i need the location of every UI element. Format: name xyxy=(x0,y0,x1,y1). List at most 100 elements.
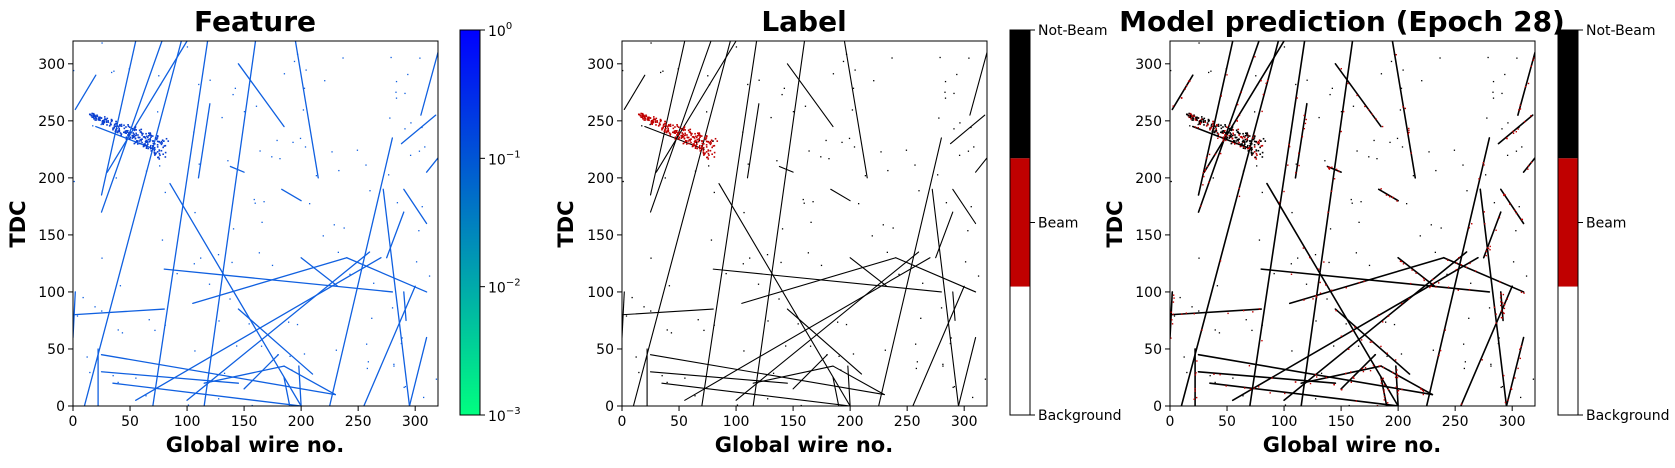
beam-pixel xyxy=(1500,316,1503,319)
noise-pixel xyxy=(920,317,922,319)
cluster-pixel xyxy=(132,135,134,138)
noise-pixel xyxy=(1212,177,1214,179)
beam-pixel xyxy=(1520,291,1523,294)
cluster-pixel xyxy=(102,123,105,126)
track-line xyxy=(1425,137,1491,406)
cluster-pixel xyxy=(698,146,701,149)
cluster-pixel xyxy=(92,112,95,115)
track-line xyxy=(203,41,257,406)
beam-pixel xyxy=(1500,310,1503,312)
cluster-pixel xyxy=(1211,130,1214,133)
beam-pixel xyxy=(1536,157,1537,158)
cluster-pixel xyxy=(1253,144,1256,146)
beam-pixel xyxy=(1523,292,1525,294)
cluster-pixel xyxy=(160,143,163,146)
cluster-pixel xyxy=(681,135,683,138)
cluster-pixel xyxy=(150,150,153,152)
cluster-pixel xyxy=(659,118,662,121)
cluster-pixel xyxy=(647,116,649,119)
beam-pixel xyxy=(1499,297,1502,299)
noise-pixel xyxy=(76,315,79,317)
cluster-pixel xyxy=(107,121,109,123)
cluster-pixel xyxy=(1220,127,1223,130)
cluster-pixel xyxy=(1231,126,1234,128)
noise-pixel xyxy=(135,377,137,379)
noise-pixel xyxy=(335,349,337,351)
beam-pixel xyxy=(1493,306,1496,309)
beam-pixel xyxy=(1447,286,1450,288)
noise-pixel xyxy=(421,126,423,129)
log-colorbar xyxy=(459,29,481,416)
noise-pixel xyxy=(1306,79,1308,81)
beam-pixel xyxy=(1530,65,1532,67)
beam-pixel xyxy=(1236,103,1239,106)
noise-pixel xyxy=(705,111,708,113)
beam-pixel xyxy=(1432,278,1434,281)
cluster-pixel xyxy=(1205,125,1208,127)
cluster-pixel xyxy=(705,146,708,148)
cluster-pixel xyxy=(702,149,705,152)
beam-pixel xyxy=(1304,122,1307,125)
cluster-pixel xyxy=(693,144,696,147)
cluster-pixel xyxy=(681,132,684,134)
beam-pixel xyxy=(1519,108,1522,110)
track-line xyxy=(649,41,686,196)
beam-pixel xyxy=(1486,247,1489,249)
cluster-pixel xyxy=(643,117,646,119)
noise-pixel xyxy=(1245,319,1247,321)
y-tick-label: 100 xyxy=(1135,285,1162,301)
cluster-pixel xyxy=(160,149,163,152)
beam-pixel xyxy=(1394,359,1397,361)
noise-pixel xyxy=(891,57,893,59)
beam-pixel xyxy=(1352,376,1354,378)
track-line xyxy=(300,257,339,287)
noise-pixel xyxy=(371,317,373,319)
cluster-pixel xyxy=(158,141,160,143)
beam-pixel xyxy=(1503,194,1505,197)
cluster-pixel xyxy=(689,132,692,134)
cluster-pixel xyxy=(648,116,650,119)
y-tick-label: 0 xyxy=(1153,399,1162,415)
noise-pixel xyxy=(1504,73,1506,76)
track-line xyxy=(649,354,885,396)
noise-pixel xyxy=(898,273,900,276)
cluster-pixel xyxy=(137,136,140,139)
beam-pixel xyxy=(1208,181,1210,184)
track-line xyxy=(283,376,291,406)
noise-pixel xyxy=(1225,68,1227,70)
noise-pixel xyxy=(333,224,335,226)
cluster-pixel xyxy=(138,136,141,139)
cluster-pixel xyxy=(157,156,160,159)
cluster-pixel xyxy=(696,138,699,141)
cluster-pixel xyxy=(662,126,664,129)
noise-pixel xyxy=(944,97,947,99)
cluster-pixel xyxy=(1226,126,1228,129)
noise-pixel xyxy=(1388,369,1390,371)
cluster-pixel xyxy=(1223,131,1226,133)
cluster-pixel xyxy=(1216,132,1219,134)
noise-pixel xyxy=(1348,404,1350,406)
cluster-pixel xyxy=(1247,136,1249,139)
noise-pixel xyxy=(809,345,812,347)
beam-pixel xyxy=(1202,171,1205,174)
cluster-pixel xyxy=(681,134,684,137)
cluster-pixel xyxy=(1210,126,1212,129)
cluster-pixel xyxy=(691,132,693,135)
beam-pixel xyxy=(1204,169,1206,171)
noise-pixel xyxy=(145,395,147,397)
cluster-pixel xyxy=(142,132,144,135)
noise-pixel xyxy=(415,261,418,263)
cluster-pixel xyxy=(149,138,151,141)
beam-pixel xyxy=(1520,218,1523,221)
beam-pixel xyxy=(1252,311,1254,313)
beam-pixel xyxy=(1430,285,1432,287)
beam-pixel xyxy=(1439,349,1442,352)
cluster-pixel xyxy=(1225,133,1227,135)
track-line xyxy=(718,183,851,406)
beam-pixel xyxy=(1387,315,1390,317)
noise-pixel xyxy=(747,83,749,86)
cluster-pixel xyxy=(1243,135,1245,138)
track-line xyxy=(403,291,407,322)
cluster-pixel xyxy=(1243,136,1246,139)
noise-pixel xyxy=(115,177,117,179)
